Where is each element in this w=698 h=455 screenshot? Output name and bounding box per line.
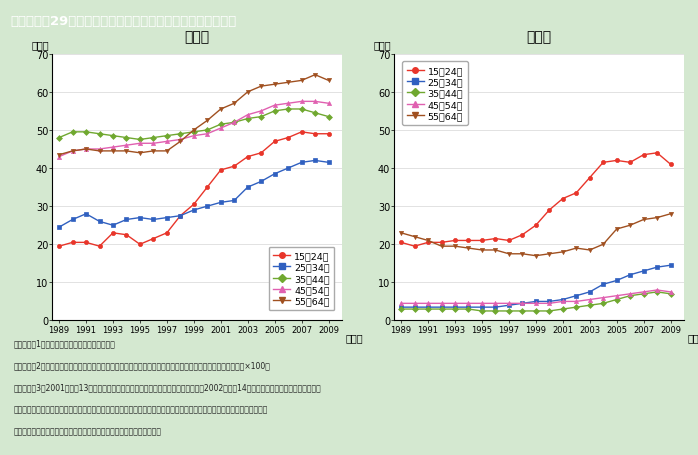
Text: の各年平均の数値により作成。「労働力調査特別調査」と「労働力調査詳細集計」とでは，調査方法，調査月: の各年平均の数値により作成。「労働力調査特別調査」と「労働力調査詳細集計」とでは… (14, 404, 268, 414)
Text: 3．2001（平成13）年以前は「労働力調査特別調査」の各年２月の数値，2002（平成14）年以降は「労働力調査詳細集計」: 3．2001（平成13）年以前は「労働力調査特別調査」の各年２月の数値，2002… (14, 383, 322, 392)
Text: （年）: （年） (346, 332, 363, 342)
Text: 第１－特－29図　男女別・年齢階級別非正規雇用比率の推移: 第１－特－29図 男女別・年齢階級別非正規雇用比率の推移 (10, 15, 237, 28)
Text: などが相違することから，時系列比較には注意を要する。: などが相違することから，時系列比較には注意を要する。 (14, 426, 162, 435)
Legend: 15～24歳, 25～34歳, 35～44歳, 45～54歳, 55～64歳: 15～24歳, 25～34歳, 35～44歳, 45～54歳, 55～64歳 (402, 62, 468, 126)
Text: （％）: （％） (373, 40, 391, 50)
Text: （備考）　1．総務省「労働力調査」より作成。: （備考） 1．総務省「労働力調査」より作成。 (14, 339, 116, 348)
Text: （年）: （年） (688, 332, 698, 342)
Text: 男　性: 男 性 (527, 30, 551, 44)
Text: 女　性: 女 性 (185, 30, 209, 44)
Text: 2．非正規雇用比率＝（非正規の職員・従業員）／（正規の職員・従業員＋非正規の職員・従業員）×100。: 2．非正規雇用比率＝（非正規の職員・従業員）／（正規の職員・従業員＋非正規の職員… (14, 361, 271, 370)
Legend: 15～24歳, 25～34歳, 35～44歳, 45～54歳, 55～64歳: 15～24歳, 25～34歳, 35～44歳, 45～54歳, 55～64歳 (269, 247, 334, 311)
Text: （％）: （％） (31, 40, 49, 50)
